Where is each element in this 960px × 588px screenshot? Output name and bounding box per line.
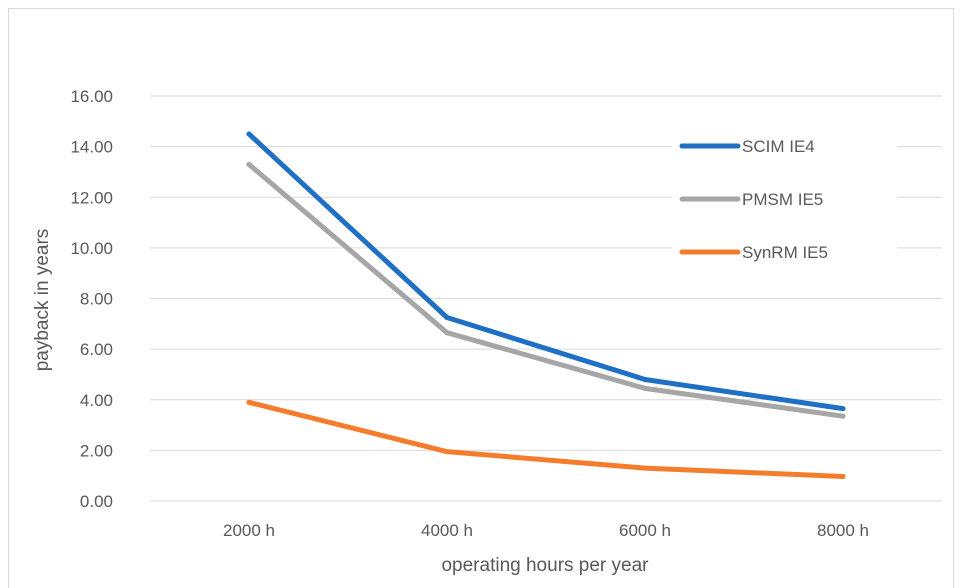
- x-tick-labels: 2000 h 4000 h 6000 h 8000 h: [223, 521, 869, 540]
- x-tick-label: 4000 h: [421, 521, 473, 540]
- data-point: [840, 406, 846, 412]
- series-line-2: [246, 399, 846, 479]
- data-point: [444, 449, 450, 455]
- x-tick-label: 8000 h: [817, 521, 869, 540]
- legend-label: SCIM IE4: [742, 137, 815, 156]
- data-point: [444, 330, 450, 336]
- y-tick-label: 12.00: [70, 188, 113, 207]
- data-point: [642, 377, 648, 382]
- y-tick-label: 6.00: [80, 340, 113, 359]
- data-point: [246, 161, 252, 167]
- data-point: [840, 473, 846, 479]
- y-tick-label: 2.00: [80, 441, 113, 460]
- legend-label: PMSM IE5: [742, 190, 823, 209]
- data-point: [444, 314, 450, 320]
- x-tick-label: 6000 h: [619, 521, 671, 540]
- data-point: [642, 385, 648, 391]
- data-point: [246, 131, 252, 137]
- y-tick-label: 4.00: [80, 391, 113, 410]
- y-tick-label: 8.00: [80, 290, 113, 309]
- y-tick-label: 14.00: [70, 138, 113, 157]
- y-tick-label: 0.00: [80, 492, 113, 511]
- data-point: [840, 413, 846, 419]
- y-tick-label: 10.00: [70, 239, 113, 258]
- y-axis-label: payback in years: [32, 229, 53, 372]
- y-tick-labels: 0.00 2.00 4.00 6.00 8.00 10.00 12.00 14.00 16.00: [70, 87, 113, 511]
- data-point: [246, 399, 252, 405]
- legend-label: SynRM IE5: [742, 243, 828, 262]
- series-lines: [246, 131, 846, 479]
- series-line-0: [246, 131, 846, 412]
- legend: SCIM IE4 PMSM IE5 SynRM IE5: [672, 118, 897, 278]
- x-axis-label: operating hours per year: [441, 555, 649, 576]
- x-tick-label: 2000 h: [223, 521, 275, 540]
- y-tick-label: 16.00: [70, 87, 113, 106]
- data-point: [642, 465, 648, 471]
- series-line-1: [246, 161, 846, 419]
